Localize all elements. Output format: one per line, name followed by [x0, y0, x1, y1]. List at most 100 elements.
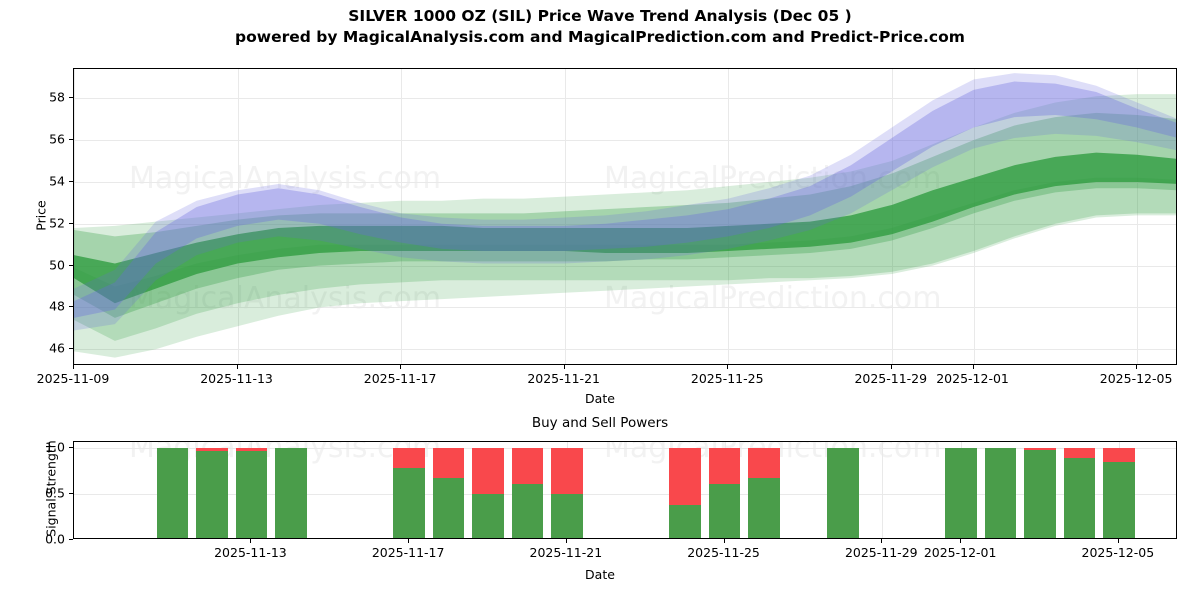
page-title: SILVER 1000 OZ (SIL) Price Wave Trend An…: [0, 6, 1200, 48]
signal-x-tick-label: 2025-12-05: [1081, 545, 1155, 560]
sell-power-bar[interactable]: [1024, 447, 1056, 451]
price-x-tick-label: 2025-11-17: [363, 371, 437, 386]
price-y-tick: [69, 348, 73, 350]
sell-power-bar[interactable]: [551, 447, 583, 494]
price-band-layers: [74, 73, 1176, 358]
price-y-tick: [69, 180, 73, 182]
buy-power-bar[interactable]: [156, 447, 189, 538]
buy-power-bar[interactable]: [945, 447, 977, 538]
signal-x-tick: [565, 539, 567, 543]
signal-y-tick-label: 0.0: [45, 531, 65, 547]
signal-x-tick: [250, 539, 252, 543]
price-y-tick: [69, 306, 73, 308]
price-band-purple-band-outer: [74, 73, 1176, 331]
price-plot-area: MagicalAnalysis.com MagicalPrediction.com…: [73, 68, 1177, 365]
signal-x-tick-label: 2025-11-29: [844, 545, 918, 560]
signal-x-tick-label: 2025-11-25: [687, 545, 760, 560]
price-gridline-horizontal: [74, 223, 1176, 225]
price-x-tick: [73, 365, 74, 369]
buy-power-bar[interactable]: [827, 447, 859, 538]
signal-gridline-horizontal: [74, 493, 1176, 495]
signal-x-tick-label: 2025-11-17: [371, 545, 445, 560]
price-x-tick: [727, 365, 729, 369]
price-y-tick-label: 54: [49, 173, 65, 189]
price-x-tick-label: 2025-12-05: [1099, 371, 1173, 386]
price-gridline-horizontal: [74, 98, 1176, 100]
sell-power-bar[interactable]: [1103, 447, 1135, 463]
price-band-green-band-lower-soft: [74, 177, 1176, 341]
price-x-axis-label: Date: [585, 391, 615, 406]
price-y-tick-label: 50: [49, 257, 65, 273]
signal-x-tick: [408, 539, 410, 543]
sell-power-bar[interactable]: [472, 447, 504, 494]
buy-power-bar[interactable]: [708, 483, 741, 538]
sell-power-bar[interactable]: [393, 447, 425, 468]
price-y-tick-label: 56: [49, 131, 65, 147]
price-gridline-vertical: [728, 69, 730, 364]
price-gridline-vertical: [74, 69, 75, 364]
buy-power-bar[interactable]: [669, 504, 701, 538]
buy-power-bar[interactable]: [432, 478, 465, 538]
buy-power-bar[interactable]: [1024, 450, 1056, 538]
buy-power-bar[interactable]: [472, 493, 504, 538]
price-gridline-vertical: [401, 69, 403, 364]
sell-power-bar[interactable]: [432, 447, 465, 479]
price-y-tick: [69, 139, 73, 141]
buy-power-bar[interactable]: [511, 483, 544, 538]
price-y-tick-label: 46: [49, 340, 65, 356]
buy-power-bar[interactable]: [1103, 462, 1135, 538]
signal-x-axis-label: Date: [585, 567, 615, 582]
buy-power-bar[interactable]: [748, 478, 780, 538]
price-x-tick-label: 2025-11-25: [690, 371, 764, 386]
signal-chart-title: Buy and Sell Powers: [531, 415, 669, 431]
price-band-purple-band-core: [74, 81, 1176, 318]
price-x-tick: [1136, 365, 1138, 369]
signal-x-tick-label: 2025-11-13: [214, 545, 287, 560]
price-gridline-vertical: [237, 69, 239, 364]
signal-x-tick-label: 2025-12-01: [923, 545, 997, 560]
sell-power-bar[interactable]: [235, 447, 268, 452]
signal-y-tick: [69, 446, 73, 448]
sell-power-bar[interactable]: [748, 447, 780, 479]
price-gridline-vertical: [1137, 69, 1139, 364]
sell-power-bar[interactable]: [669, 447, 701, 505]
sell-power-bar[interactable]: [196, 447, 228, 452]
buy-power-bar[interactable]: [551, 493, 583, 538]
signal-y-tick-label: 0.5: [45, 485, 65, 501]
price-x-tick-label: 2025-11-29: [854, 371, 928, 386]
buy-power-bar[interactable]: [1063, 457, 1096, 538]
sell-power-bar[interactable]: [708, 447, 741, 484]
signal-gridline-vertical: [882, 442, 884, 538]
buy-power-bar[interactable]: [235, 451, 268, 538]
price-y-tick-label: 58: [49, 89, 65, 105]
price-y-tick: [69, 264, 73, 266]
price-gridline-horizontal: [74, 181, 1176, 183]
price-gridline-horizontal: [74, 265, 1176, 267]
price-gridline-horizontal: [74, 140, 1176, 142]
price-x-tick: [400, 365, 402, 369]
price-x-tick-label: 2025-11-09: [36, 371, 110, 386]
buy-power-bar[interactable]: [984, 447, 1017, 538]
price-x-tick: [972, 365, 974, 369]
sell-power-bar[interactable]: [1063, 447, 1096, 458]
price-gridline-horizontal: [74, 349, 1176, 351]
buy-power-bar[interactable]: [275, 447, 307, 538]
price-gridline-vertical: [564, 69, 566, 364]
sell-power-bar[interactable]: [511, 447, 544, 484]
signal-x-tick: [723, 539, 725, 543]
signal-x-tick: [881, 539, 883, 543]
price-gridline-horizontal: [74, 307, 1176, 309]
price-band-green-band-mid: [74, 112, 1176, 318]
price-x-tick-label: 2025-12-01: [936, 371, 1009, 386]
price-x-tick: [563, 365, 565, 369]
price-band-green-band-core: [74, 152, 1176, 304]
buy-power-bar[interactable]: [393, 467, 425, 538]
buy-power-bar[interactable]: [196, 451, 228, 538]
price-band-green-band-outer: [74, 94, 1176, 358]
signal-y-tick-label: 1.0: [45, 439, 65, 455]
price-x-tick: [890, 365, 892, 369]
signal-x-tick: [1117, 539, 1119, 543]
